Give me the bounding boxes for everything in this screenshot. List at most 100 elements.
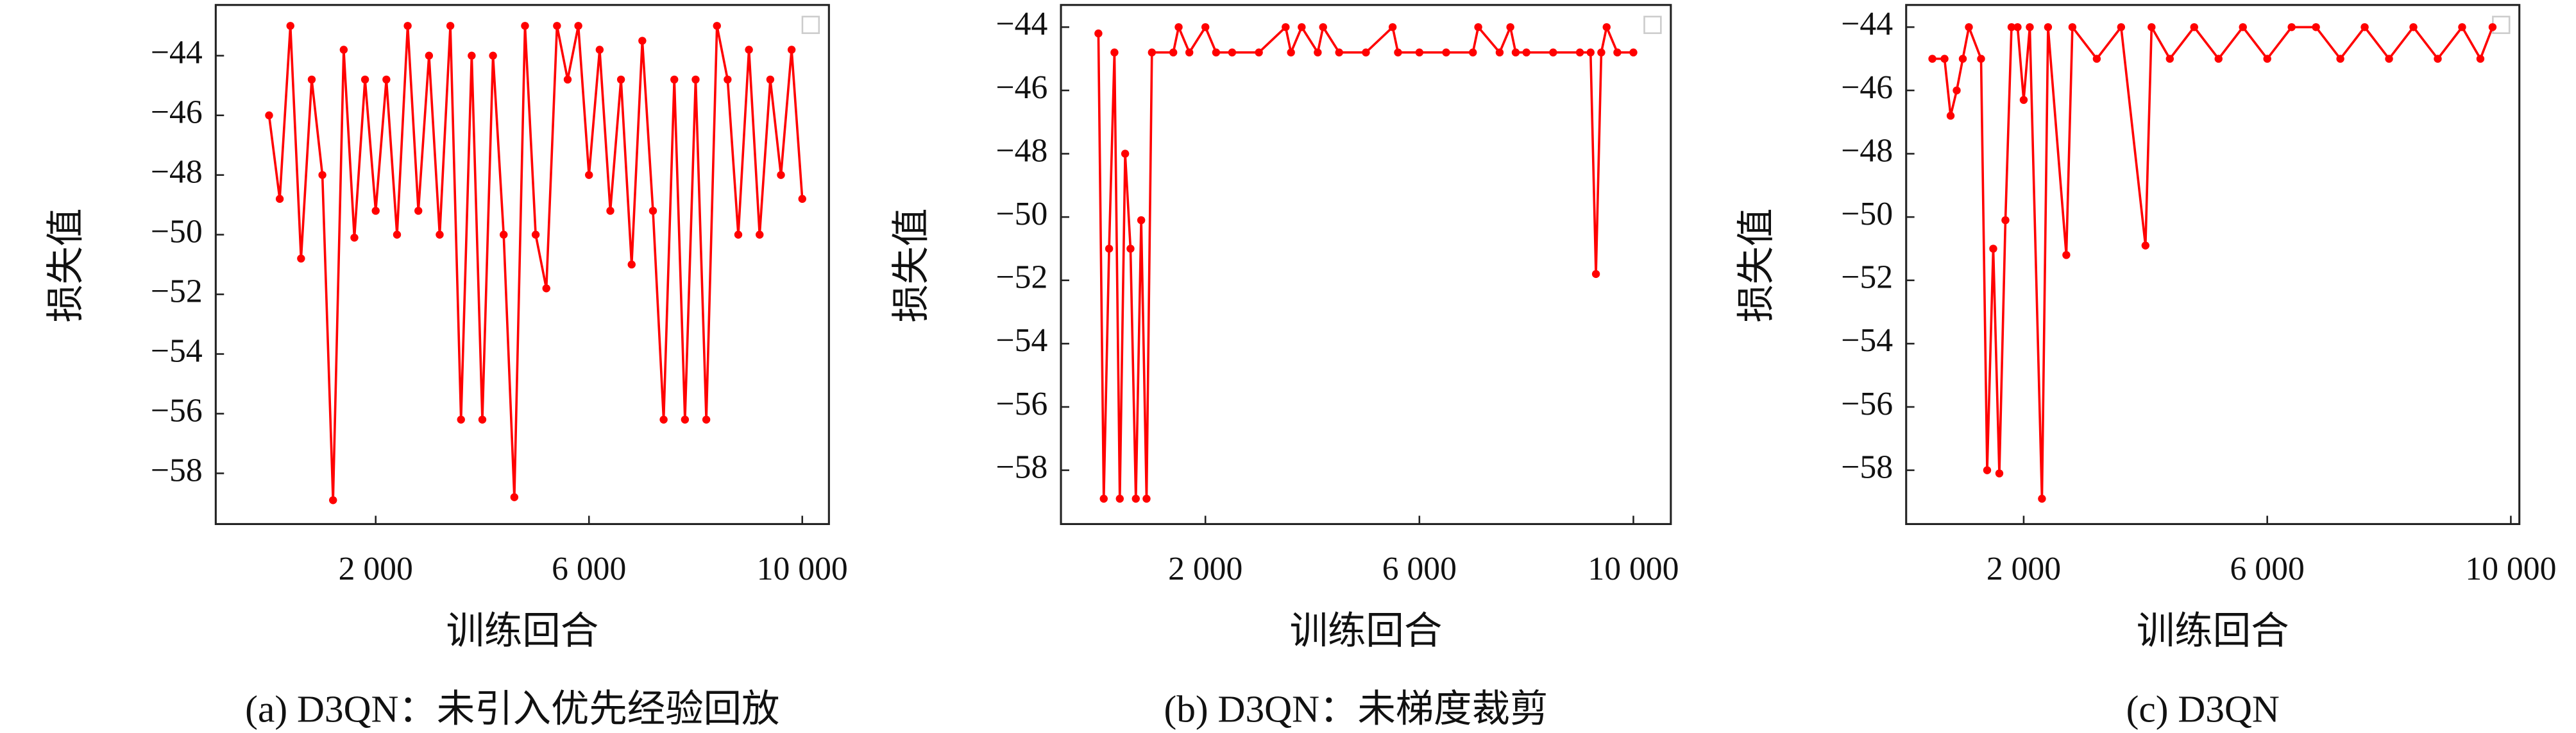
data-point	[756, 230, 764, 239]
data-point	[403, 22, 412, 30]
data-point	[2038, 494, 2046, 503]
data-point	[297, 254, 305, 263]
data-point	[1958, 55, 1967, 63]
y-tick-label: −44	[1841, 6, 1893, 42]
x-axis-label: 训练回合	[446, 610, 599, 652]
data-point	[702, 415, 711, 424]
data-point	[1148, 48, 1157, 56]
data-point	[1474, 23, 1482, 31]
data-point	[1105, 245, 1114, 253]
data-point	[339, 46, 348, 54]
data-point	[478, 415, 487, 424]
data-point	[2013, 23, 2022, 31]
data-point	[1121, 150, 1130, 158]
y-axis-label: 损失值	[1735, 208, 1777, 322]
data-point	[2117, 23, 2126, 31]
data-point	[1953, 86, 1961, 95]
data-point	[350, 234, 359, 242]
data-point	[318, 171, 326, 179]
data-point	[1522, 48, 1530, 56]
data-point	[2062, 251, 2071, 259]
data-point	[798, 194, 806, 203]
data-point	[1185, 48, 1194, 56]
data-point	[1983, 466, 1992, 474]
y-tick-label: −46	[1841, 69, 1893, 106]
data-point	[2141, 241, 2150, 250]
data-point	[2458, 23, 2466, 31]
x-axis-label: 训练回合	[2137, 610, 2289, 652]
data-point	[1201, 23, 1210, 31]
y-tick-label: −50	[151, 213, 203, 250]
data-point	[2007, 23, 2016, 31]
data-point	[286, 22, 294, 30]
data-point	[1126, 245, 1135, 253]
data-point	[1287, 48, 1295, 56]
legend-box	[801, 15, 820, 34]
y-tick-label: −56	[1841, 386, 1893, 422]
data-point	[1362, 48, 1370, 56]
x-tick-label: 10 000	[2465, 551, 2556, 587]
data-point	[734, 230, 743, 239]
data-point	[1602, 23, 1611, 31]
data-point	[563, 75, 572, 84]
data-point	[468, 51, 476, 60]
x-tick-label: 10 000	[1588, 551, 1679, 587]
data-point	[1137, 216, 1146, 225]
data-point	[2360, 23, 2369, 31]
y-tick-label: −56	[151, 392, 203, 429]
y-tick-label: −46	[996, 69, 1048, 106]
data-point	[638, 37, 647, 45]
data-point	[2409, 23, 2418, 31]
data-point	[2019, 96, 2028, 104]
caption: (c) D3QN	[2126, 688, 2280, 730]
data-point	[1995, 469, 2004, 478]
data-point	[2476, 55, 2485, 63]
data-point	[329, 496, 337, 504]
data-point	[360, 75, 369, 84]
data-point	[307, 75, 316, 84]
data-point	[787, 46, 796, 54]
data-point	[766, 75, 775, 84]
data-point	[1469, 48, 1477, 56]
data-point	[1965, 23, 1973, 31]
data-point	[574, 22, 582, 30]
x-tick-label: 6 000	[2230, 551, 2305, 587]
data-point	[724, 75, 732, 84]
y-tick-label: −54	[151, 332, 203, 369]
data-point	[2263, 55, 2271, 63]
data-point	[1169, 48, 1178, 56]
data-point	[2312, 23, 2320, 31]
data-point	[648, 207, 657, 215]
data-point	[627, 260, 636, 269]
data-point	[1298, 23, 1306, 31]
data-point	[1131, 494, 1140, 503]
data-point	[489, 51, 497, 60]
y-tick-label: −48	[1841, 132, 1893, 169]
y-tick-label: −48	[151, 154, 203, 191]
data-point	[1586, 48, 1595, 56]
data-point	[2026, 23, 2034, 31]
y-tick-label: −44	[996, 6, 1048, 42]
data-point	[2190, 23, 2198, 31]
subplot: −58 −56 −54 −52 −50 −48 −46 −44 2 000 6 000 10 000…	[45, 4, 848, 730]
subplot: −58 −56 −54 −52 −50 −48 −46 −44 2 000 6 000 10 000…	[1735, 4, 2556, 730]
data-point	[1613, 48, 1622, 56]
data-point	[1597, 48, 1606, 56]
data-point	[1388, 23, 1397, 31]
data-point	[382, 75, 391, 84]
data-point	[1099, 494, 1108, 503]
data-point	[1575, 48, 1584, 56]
y-tick-label: −52	[151, 273, 203, 309]
data-point	[1506, 23, 1514, 31]
data-point	[1591, 270, 1600, 279]
data-point	[2068, 23, 2077, 31]
y-tick-label: −58	[151, 452, 203, 488]
x-axis-label: 训练回合	[1290, 610, 1443, 652]
data-point	[1228, 48, 1237, 56]
legend-box	[1643, 15, 1662, 34]
data-point	[1989, 245, 1997, 253]
x-tick-label: 2 000	[339, 551, 413, 587]
plot-frame	[1905, 4, 2521, 526]
data-point	[265, 111, 273, 119]
